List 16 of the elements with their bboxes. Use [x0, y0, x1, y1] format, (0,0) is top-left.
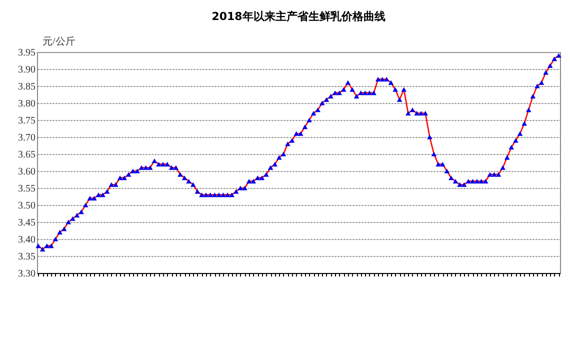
y-tick-label: 3.45	[18, 218, 36, 228]
y-tick-label: 3.95	[18, 48, 36, 58]
y-tick-label: 3.35	[18, 252, 36, 262]
y-tick-label: 3.30	[18, 268, 36, 280]
y-tick-label: 3.40	[18, 234, 36, 246]
y-tick-label: 3.75	[18, 116, 36, 126]
y-tick-label: 3.55	[18, 184, 36, 194]
y-tick-label: 3.50	[18, 200, 36, 212]
y-tick-label: 3.80	[18, 98, 36, 110]
y-axis-title: 元/公斤	[42, 36, 76, 48]
y-tick-label: 3.70	[18, 132, 36, 144]
chart-title: 2018年以来主产省生鲜乳价格曲线	[212, 10, 386, 23]
y-tick-label: 3.60	[18, 166, 36, 178]
y-tick-label: 3.85	[18, 82, 36, 92]
y-tick-label: 3.90	[18, 64, 36, 76]
y-tick-label: 3.65	[18, 150, 36, 160]
